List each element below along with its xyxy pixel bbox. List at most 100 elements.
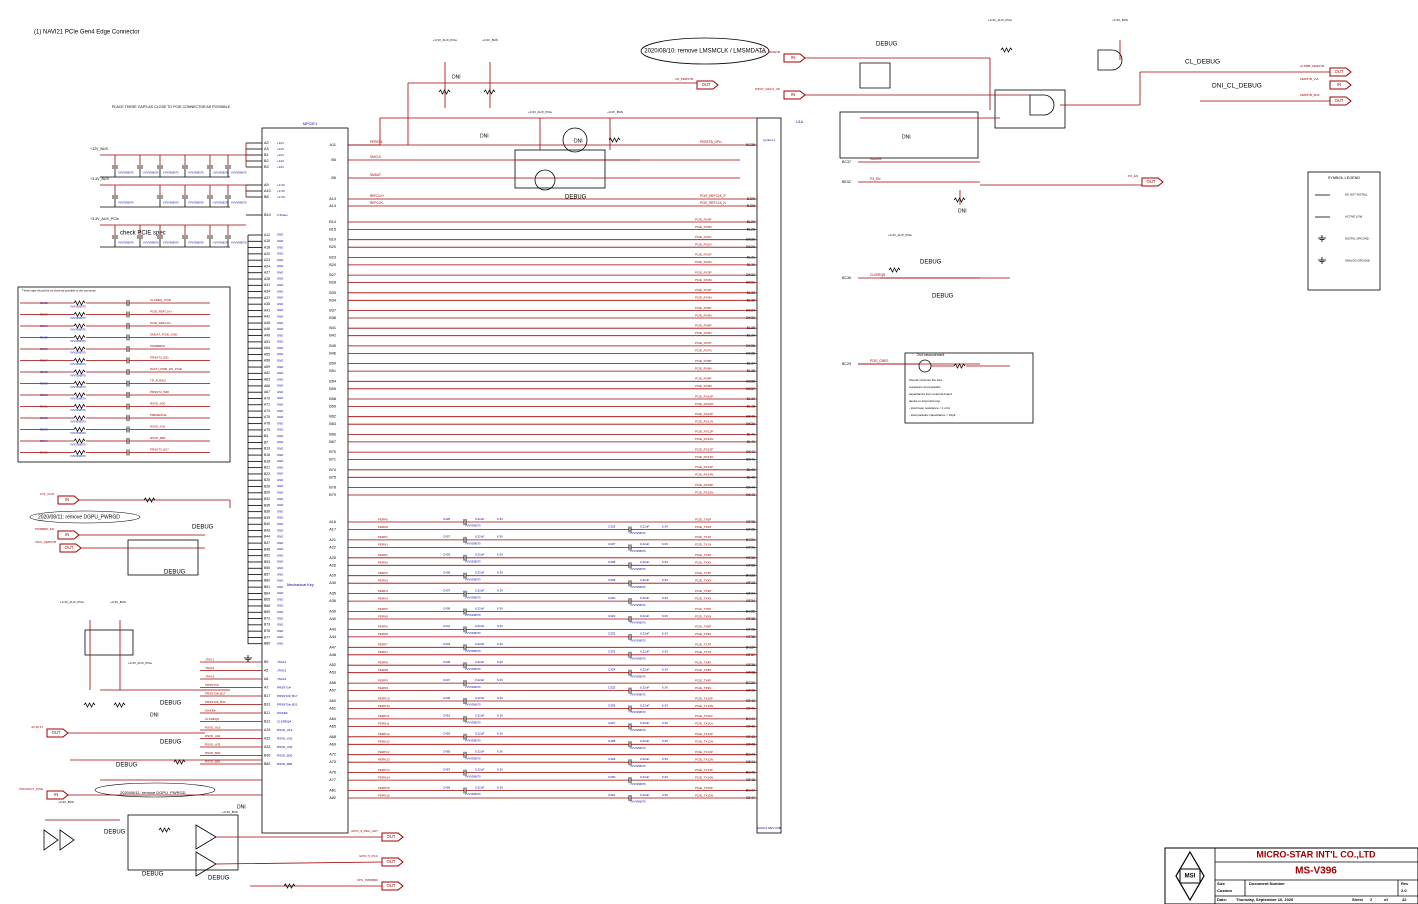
net-label: PCIE_RX4P xyxy=(695,288,712,292)
pin-name: JTAG1 xyxy=(277,660,286,664)
pin-number: B36 xyxy=(264,510,270,514)
gpu-pin: BL34 xyxy=(747,334,755,338)
pin-name: GND xyxy=(277,270,283,274)
pin-number: A70 xyxy=(264,396,270,400)
gpu-pin: BL32 xyxy=(747,298,755,302)
net-label: PRSNT2_B17 xyxy=(150,447,169,451)
cap-voltage: 6.3V xyxy=(497,570,503,574)
net-label: PCIE_TX9P xyxy=(695,678,711,682)
pin-number: A69 xyxy=(329,742,336,746)
cap-ref: C455 xyxy=(443,749,451,753)
cap-value: 0.22uF xyxy=(475,767,485,771)
net-label: SMDAT xyxy=(370,173,381,177)
cap-ref: C451 xyxy=(443,714,451,718)
cap-value: 0.22uF xyxy=(640,542,650,546)
offpage-port xyxy=(46,728,69,738)
pin-number: B51 xyxy=(329,369,336,373)
pin-number: B11 xyxy=(264,711,270,715)
cap-voltage: 6.3V xyxy=(662,703,668,707)
legend-item: DO NOT INSTALL xyxy=(1345,193,1368,197)
pin-number: A37 xyxy=(264,296,270,300)
pin-name: GND xyxy=(277,491,283,495)
gpu-pin: BF43 xyxy=(746,742,755,746)
pin-name: GND xyxy=(277,503,283,507)
cap-voltage: 6.3V xyxy=(497,624,503,628)
net-label: PERP6 xyxy=(378,625,388,629)
net-label: PCIE_TX10P xyxy=(695,696,713,700)
gpu-pin: BF31 xyxy=(746,545,755,549)
port-direction: IN xyxy=(54,792,58,797)
pin-name: GND xyxy=(277,484,283,488)
title-frame xyxy=(1164,847,1418,904)
part-number: VVVX396070 xyxy=(118,171,134,175)
cap-note: PLACE THESE CAPS AS CLOSE TO PCIE CONNEC… xyxy=(112,105,231,109)
pin-name: +12V xyxy=(277,153,284,157)
offpage-port xyxy=(57,530,80,540)
pin-number: A53 xyxy=(329,671,336,675)
pin-number: B67 xyxy=(329,440,336,444)
dni-label: DNI xyxy=(574,138,583,144)
pin-name: GND xyxy=(277,333,283,337)
net-label: PERP9 xyxy=(378,678,388,682)
pin-number: B62 xyxy=(329,415,336,419)
pin-name: RSVD_B82 xyxy=(277,762,293,766)
pin-number: B58 xyxy=(329,397,336,401)
offpage-port xyxy=(381,881,404,891)
pin-number: B79 xyxy=(329,493,336,497)
pin-number: A6 xyxy=(264,677,268,681)
pin-number: B35 xyxy=(264,503,270,507)
pin-number: B23 xyxy=(329,255,336,259)
pin-name: GND xyxy=(277,327,283,331)
title-block: MSI MICRO-STAR INT'L CO.,LTD MS-V396 Siz… xyxy=(1164,847,1418,904)
net-label: CLKREQ_PCIE xyxy=(150,298,171,302)
pin-number: A28 xyxy=(264,277,270,281)
pin-number: A43 xyxy=(329,627,336,631)
port-net: PWRBRK_EN xyxy=(35,527,54,531)
pin-number: B26 xyxy=(264,484,270,488)
part-number: VVVX396070 xyxy=(231,171,247,175)
pin-name: GND xyxy=(277,459,283,463)
level-shift-box xyxy=(514,149,606,189)
net-label: PERN15 xyxy=(378,793,390,797)
offpage-port xyxy=(696,80,719,90)
gpu-pin: BJ29 xyxy=(747,197,755,201)
pin-number: B82 xyxy=(264,762,270,766)
pin-number: A44 xyxy=(329,635,336,639)
pin-number: B72 xyxy=(264,616,270,620)
pin-name: GND xyxy=(277,535,283,539)
net-label: SMCLK xyxy=(370,155,382,159)
pin-number: B75 xyxy=(329,475,336,479)
dni-label: DNI xyxy=(902,134,911,140)
pin-number: A68 xyxy=(329,735,336,739)
part-number: VVVX396070 xyxy=(465,524,481,528)
gpu-pin: BF44 xyxy=(746,760,755,764)
gpu-pin: BL35 xyxy=(747,326,755,330)
pin-number: B21 xyxy=(264,466,270,470)
legend-title: SYMBOL LEGEND xyxy=(1328,176,1361,180)
cap-voltage: 6.3V xyxy=(662,578,668,582)
gate-box xyxy=(994,89,1066,129)
resistor xyxy=(73,449,86,456)
debug-label: DEBUG xyxy=(142,872,164,878)
pin-name: GND xyxy=(277,610,283,614)
port-net: PX_EN xyxy=(1128,174,1138,178)
pin-number: A51 xyxy=(264,340,270,344)
part-number: VVVX396070 xyxy=(630,639,646,643)
gpu-pin: BL36 xyxy=(747,369,755,373)
cap-ref: C457 xyxy=(443,767,451,771)
offpage-port xyxy=(59,543,82,553)
net-label: PCIE_RX7P xyxy=(695,341,712,345)
pin-number: B33 xyxy=(329,291,336,295)
gpu-pin: BK39 xyxy=(746,422,755,426)
side-table-frame xyxy=(17,286,231,463)
pin-number: B17 xyxy=(264,694,270,698)
net-label: PCIE_RX15N xyxy=(695,490,713,494)
pin-name: GND xyxy=(277,371,283,375)
pin-number: B63 xyxy=(329,422,336,426)
part-number: VVVX396070 xyxy=(70,443,86,447)
net-label: PCIE_TX8P xyxy=(695,660,711,664)
cap-voltage: 6.3V xyxy=(662,632,668,636)
offpage-port xyxy=(57,495,80,505)
gpu-pin: BG47 xyxy=(746,788,755,792)
part-number: VVVX396070 xyxy=(231,241,247,245)
